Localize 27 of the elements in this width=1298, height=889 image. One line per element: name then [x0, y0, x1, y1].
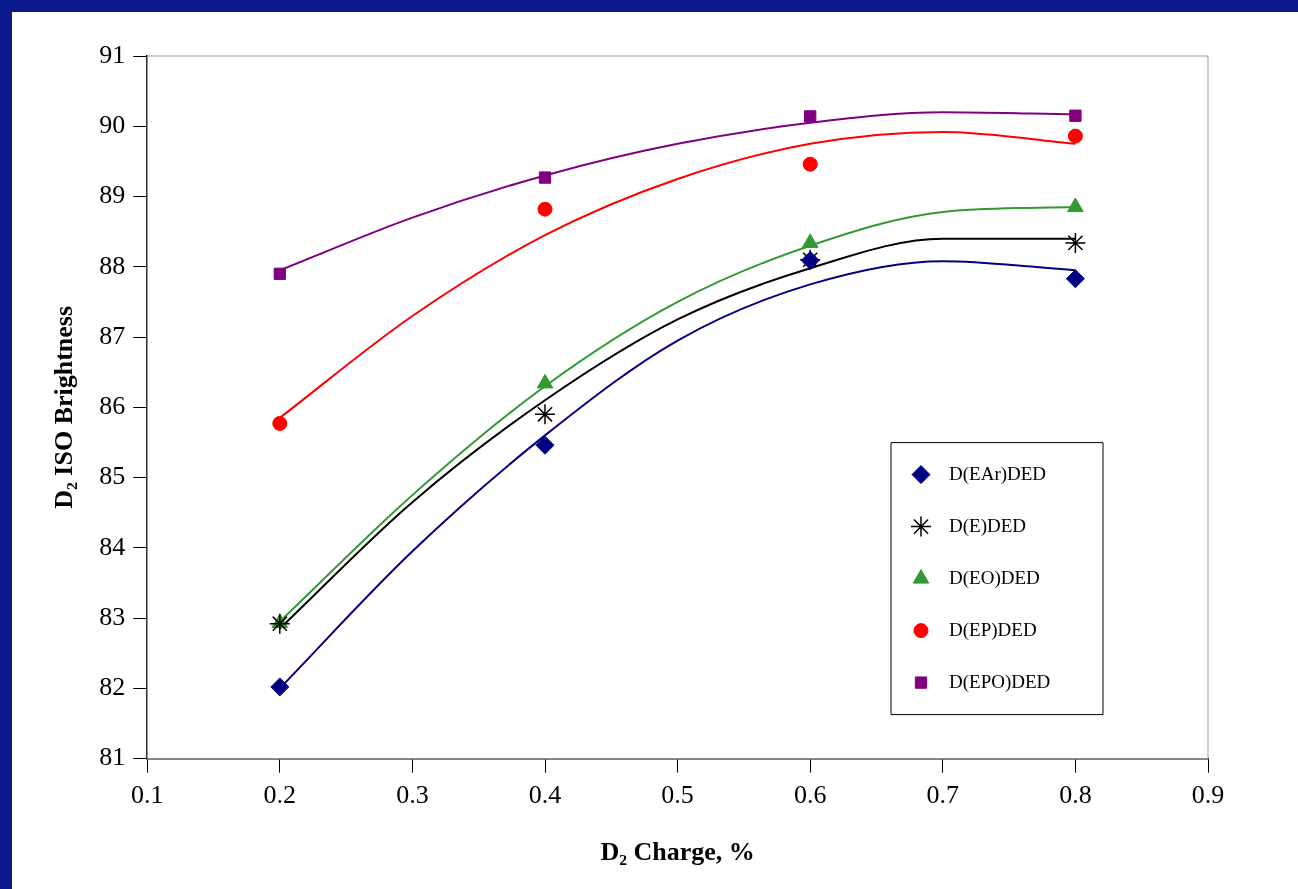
x-tick-label: 0.9: [1191, 780, 1225, 810]
legend-label: D(EO)DED: [949, 566, 1040, 589]
y-tick-label: 81: [99, 742, 126, 772]
x-tick-label: 0.6: [793, 780, 827, 810]
y-tick-label: 83: [99, 601, 126, 631]
y-tick-label: 85: [99, 461, 126, 491]
y-axis-title: D₂ ISO Brightness: [49, 305, 79, 509]
x-axis-title: D₂ Charge, %: [600, 837, 755, 867]
x-tick-label: 0.1: [130, 780, 164, 810]
y-tick-label: 89: [99, 180, 126, 210]
x-tick-label: 0.5: [661, 780, 694, 810]
legend-label: D(EAr)DED: [949, 462, 1047, 485]
legend-label: D(E)DED: [949, 514, 1027, 537]
y-tick-label: 88: [99, 250, 126, 280]
y-tick-label: 82: [99, 672, 126, 702]
y-tick-label: 90: [99, 110, 126, 140]
x-tick-label: 0.2: [263, 780, 297, 810]
y-tick-label: 87: [99, 320, 126, 350]
x-tick-label: 0.3: [396, 780, 429, 810]
x-tick-label: 0.8: [1059, 780, 1092, 810]
x-tick-label: 0.4: [528, 780, 562, 810]
x-tick-label: 0.7: [926, 780, 960, 810]
y-tick-label: 86: [99, 391, 126, 421]
legend-label: D(EP)DED: [949, 618, 1037, 641]
y-tick-label: 84: [99, 531, 126, 561]
y-tick-label: 91: [99, 39, 126, 69]
legend-label: D(EPO)DED: [949, 670, 1051, 693]
